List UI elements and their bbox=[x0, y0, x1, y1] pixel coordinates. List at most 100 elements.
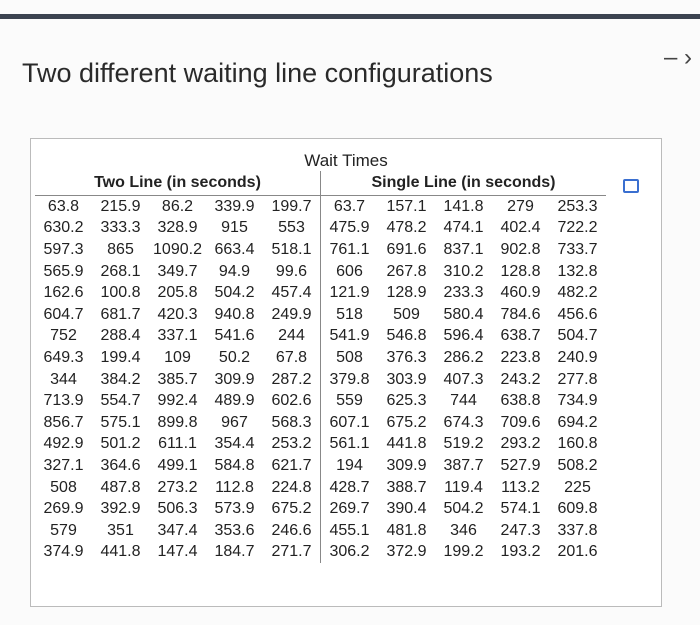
table-cell: 713.9 bbox=[43, 392, 84, 410]
table-cell: 337.1 bbox=[157, 327, 198, 345]
table-cell: 694.2 bbox=[557, 413, 598, 431]
table-cell: 194 bbox=[320, 455, 378, 477]
table-cell: 271.7 bbox=[271, 543, 312, 561]
table-cell: 611.1 bbox=[158, 435, 197, 453]
table-row: 508 487.8 273.2 112.8 224.8 428.7 388.7 119.4 11… bbox=[35, 476, 606, 499]
table-cell: 899.8 bbox=[157, 413, 198, 431]
table-cell: 508 bbox=[320, 347, 378, 369]
table-cell: 541.6 bbox=[214, 327, 255, 345]
table-cell: 541.9 bbox=[320, 325, 378, 348]
table-cell: 99.6 bbox=[275, 262, 308, 280]
top-bar bbox=[0, 14, 700, 19]
table-cell: 339.9 bbox=[214, 197, 255, 215]
copy-icon[interactable] bbox=[623, 179, 639, 193]
table-row: 269.9 392.9 506.3 573.9 675.2 269.7 390.4 504.2… bbox=[35, 498, 606, 520]
table-cell: 199.4 bbox=[100, 348, 141, 366]
table-cell: 112.8 bbox=[215, 478, 254, 496]
table-cell: 67.8 bbox=[275, 348, 308, 366]
table-cell: 606 bbox=[320, 260, 378, 283]
table-cell: 268.1 bbox=[100, 262, 141, 280]
table-cell: 596.4 bbox=[443, 327, 484, 345]
table-cell: 638.7 bbox=[500, 327, 541, 345]
table-cell: 63.7 bbox=[320, 195, 378, 218]
table-cell: 553 bbox=[278, 219, 305, 237]
table-cell: 385.7 bbox=[157, 370, 198, 388]
table-cell: 709.6 bbox=[500, 413, 541, 431]
table-cell: 328.9 bbox=[157, 219, 198, 237]
table-cell: 233.3 bbox=[443, 284, 484, 302]
table-cell: 478.2 bbox=[386, 219, 427, 237]
table-cell: 649.3 bbox=[43, 348, 84, 366]
table-cell: 402.4 bbox=[500, 219, 541, 237]
table-cell: 508 bbox=[50, 478, 77, 496]
table-cell: 609.8 bbox=[557, 500, 598, 518]
table-cell: 487.8 bbox=[100, 478, 141, 496]
table-cell: 752 bbox=[50, 327, 77, 345]
table-cell: 482.2 bbox=[557, 284, 598, 302]
column-header: Two Line (in seconds) bbox=[35, 171, 321, 196]
table-row: 597.3 865 1090.2 663.4 518.1 761.1 691.6 837.1 9… bbox=[35, 239, 606, 261]
table-cell: 286.2 bbox=[443, 348, 484, 366]
table-cell: 489.9 bbox=[214, 392, 255, 410]
table-cell: 1090.2 bbox=[153, 240, 202, 258]
table-cell: 584.8 bbox=[214, 456, 255, 474]
table-cell: 420.3 bbox=[157, 305, 198, 323]
table-cell: 388.7 bbox=[386, 478, 427, 496]
table-cell: 293.2 bbox=[500, 435, 541, 453]
table-cell: 157.1 bbox=[386, 197, 427, 215]
table-cell: 384.2 bbox=[100, 370, 141, 388]
table-cell: 734.9 bbox=[557, 392, 598, 410]
table-cell: 309.9 bbox=[386, 456, 427, 474]
table-cell: 128.9 bbox=[386, 284, 427, 302]
table-cell: 390.4 bbox=[386, 500, 427, 518]
table-cell: 128.8 bbox=[500, 262, 541, 280]
table-cell: 374.9 bbox=[43, 543, 84, 561]
table-row: 374.9 441.8 147.4 184.7 271.7 306.2 372.9 199.2… bbox=[35, 541, 606, 564]
table-cell: 602.6 bbox=[271, 392, 312, 410]
table-cell: 353.6 bbox=[214, 521, 255, 539]
table-cell: 269.9 bbox=[43, 500, 84, 518]
table-cell: 162.6 bbox=[43, 284, 84, 302]
table-row: 327.1 364.6 499.1 584.8 621.7 194 309.9 387.7 52… bbox=[35, 455, 606, 477]
table-cell: 902.8 bbox=[500, 240, 541, 258]
table-cell: 392.9 bbox=[100, 500, 141, 518]
table-cell: 573.9 bbox=[214, 500, 255, 518]
table-cell: 568.3 bbox=[271, 413, 312, 431]
table-cell: 337.8 bbox=[557, 521, 598, 539]
table-row: 565.9 268.1 349.7 94.9 99.6 606 267.8 310.2 128.… bbox=[35, 260, 606, 283]
table-cell: 691.6 bbox=[386, 240, 427, 258]
table-cell: 376.3 bbox=[386, 348, 427, 366]
table-cell: 288.4 bbox=[100, 327, 141, 345]
table-row: 630.2 333.3 328.9 915 553 475.9 478.2 474.1 402.… bbox=[35, 217, 606, 240]
table-cell: 269.7 bbox=[320, 498, 378, 520]
table-cell: 441.8 bbox=[100, 543, 141, 561]
table-cell: 509 bbox=[393, 305, 420, 323]
table-cell: 501.2 bbox=[100, 435, 141, 453]
table-cell: 109 bbox=[164, 348, 191, 366]
table-cell: 50.2 bbox=[218, 348, 251, 366]
table-row: 162.6 100.8 205.8 504.2 457.4 121.9 128.9 233.3… bbox=[35, 282, 606, 304]
table-cell: 504.2 bbox=[214, 284, 255, 302]
table-row: 604.7 681.7 420.3 940.8 249.9 518 509 580.4 784.… bbox=[35, 303, 606, 326]
table-cell: 407.3 bbox=[443, 370, 484, 388]
table-cell: 457.4 bbox=[271, 284, 312, 302]
table-cell: 344 bbox=[50, 370, 77, 388]
table-cell: 303.9 bbox=[386, 370, 427, 388]
table-cell: 132.8 bbox=[557, 262, 598, 280]
table-cell: 349.7 bbox=[157, 262, 198, 280]
table-cell: 199.2 bbox=[443, 543, 484, 561]
table-cell: 559 bbox=[320, 390, 378, 412]
table-cell: 625.3 bbox=[386, 392, 427, 410]
table-cell: 992.4 bbox=[157, 392, 198, 410]
table-cell: 253.3 bbox=[557, 197, 598, 215]
table-cell: 518.1 bbox=[271, 240, 312, 258]
table-cell: 310.2 bbox=[443, 262, 484, 280]
nav-controls[interactable]: – › bbox=[663, 44, 692, 71]
table-cell: 441.8 bbox=[386, 435, 427, 453]
table-row: 579 351 347.4 353.6 246.6 455.1 481.8 346 247.3 3… bbox=[35, 519, 606, 542]
table-cell: 121.9 bbox=[320, 282, 378, 304]
table-cell: 387.7 bbox=[443, 456, 484, 474]
table-cell: 784.6 bbox=[500, 305, 541, 323]
table-cell: 215.9 bbox=[100, 197, 141, 215]
table-cell: 199.7 bbox=[271, 197, 312, 215]
